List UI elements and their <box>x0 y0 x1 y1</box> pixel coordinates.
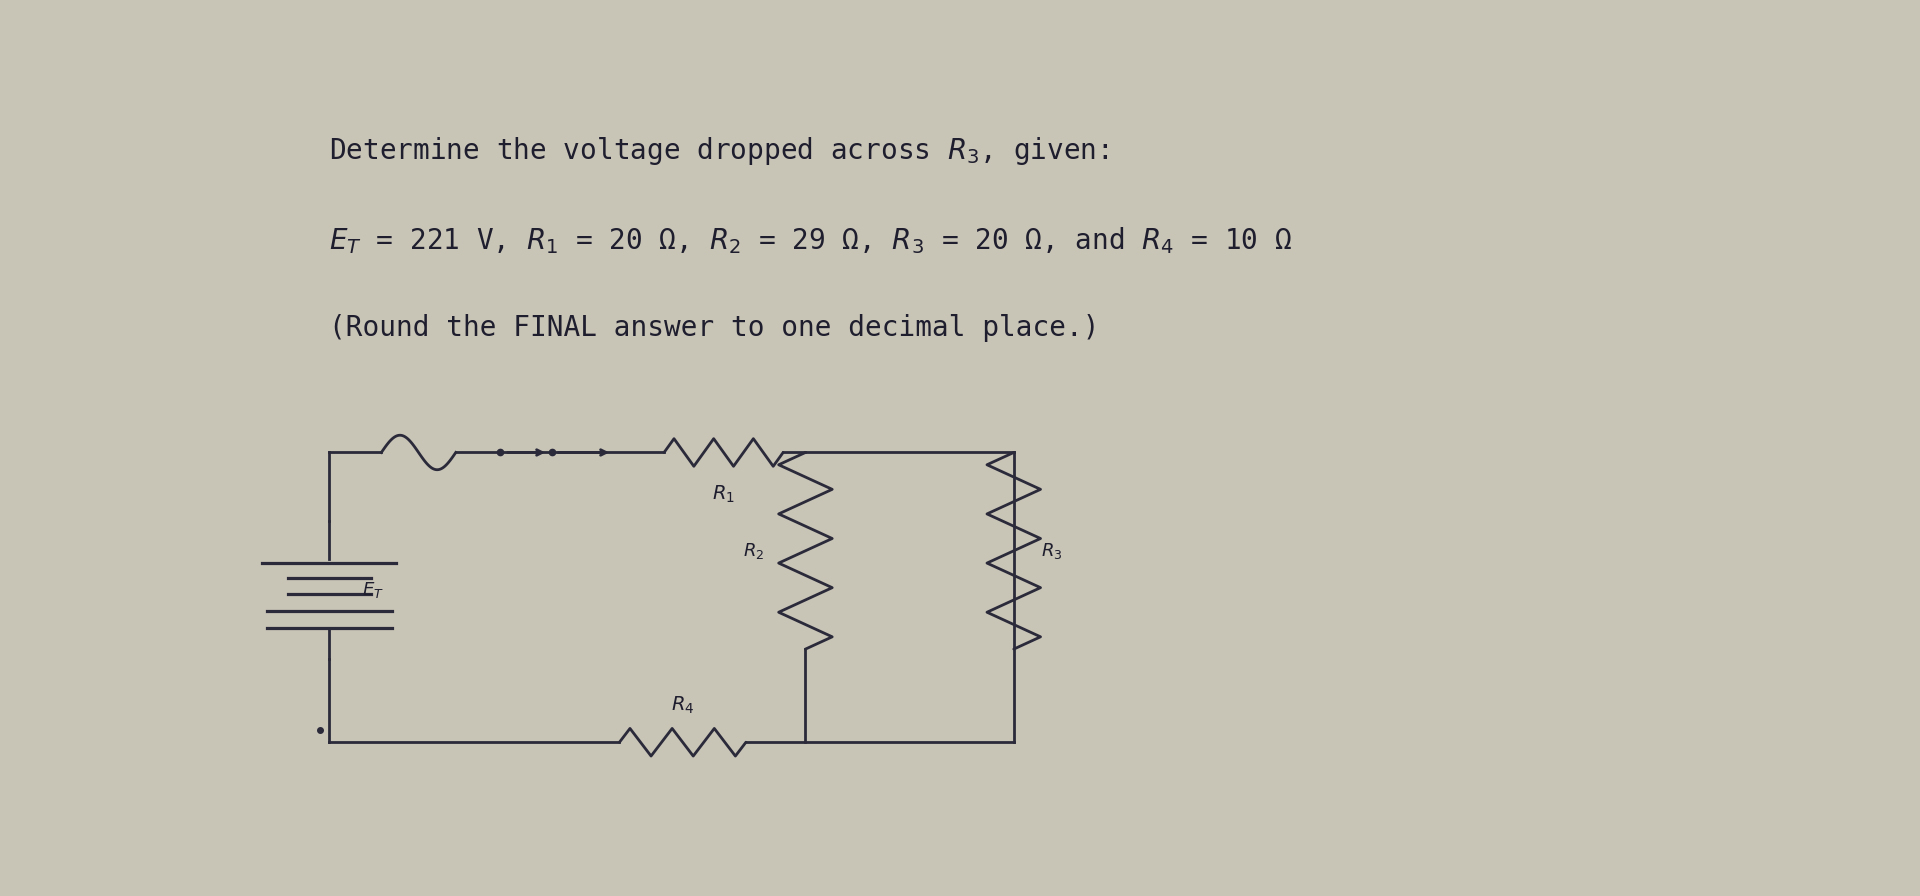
Text: $R_1$: $R_1$ <box>712 484 735 504</box>
Text: $R_3$: $R_3$ <box>1041 541 1062 561</box>
Text: $R_2$: $R_2$ <box>743 541 764 561</box>
Text: $E_T$: $E_T$ <box>363 581 384 600</box>
Text: (Round the FINAL answer to one decimal place.): (Round the FINAL answer to one decimal p… <box>330 314 1100 342</box>
Text: $R_4$: $R_4$ <box>670 694 695 716</box>
Text: Determine the voltage dropped across $R_3$, given:: Determine the voltage dropped across $R_… <box>330 135 1110 168</box>
Text: $E_T$ = 221 V, $R_1$ = 20 Ω, $R_2$ = 29 Ω, $R_3$ = 20 Ω, and $R_4$ = 10 Ω: $E_T$ = 221 V, $R_1$ = 20 Ω, $R_2$ = 29 … <box>330 225 1292 255</box>
